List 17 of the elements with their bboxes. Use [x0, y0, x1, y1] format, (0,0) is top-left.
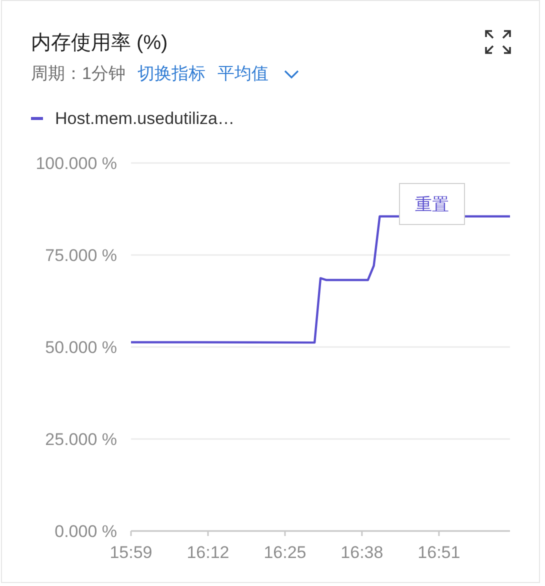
reset-button: 重置 [399, 183, 465, 225]
text: 切换指标 [137, 63, 206, 85]
y-tick-label: 0.000 % [54, 522, 117, 542]
y-tick-label: 25.000 % [45, 430, 117, 450]
y-tick-label: 75.000 % [45, 246, 117, 266]
x-tick-label: 16:25 [264, 543, 306, 562]
text: 平均值 [217, 63, 268, 85]
chart-title: 内存使用率 (%) [31, 32, 168, 54]
annotation: 重置 [415, 194, 449, 216]
chart-subtitle: 周期：1分钟 [31, 63, 126, 85]
x-tick-label: 16:51 [418, 543, 460, 562]
y-tick-label: 100.000 % [36, 154, 117, 174]
x-tick-label: 15:59 [110, 543, 152, 562]
x-tick-label: 16:38 [340, 543, 384, 562]
legend-label: Host.mem.usedutiliza… [55, 108, 235, 130]
x-tick-label: 16:12 [186, 543, 230, 562]
y-tick-label: 50.000 % [45, 338, 117, 358]
